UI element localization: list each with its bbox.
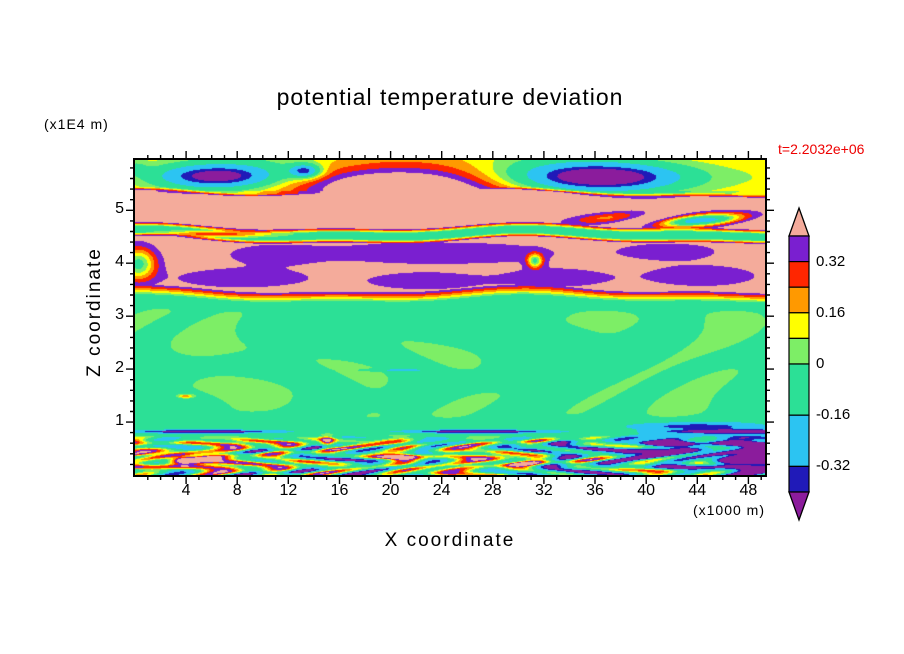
- y-tick-label: 4: [115, 253, 124, 271]
- y-tick-label: 3: [115, 306, 124, 324]
- colorbar-label: -0.16: [816, 406, 851, 424]
- x-tick-label: 28: [483, 482, 502, 499]
- colorbar-svg: [788, 206, 810, 522]
- colorbar-label: -0.32: [816, 457, 851, 475]
- y-tick-label: 5: [115, 200, 124, 218]
- colorbar-segment: [788, 337, 810, 365]
- chart-title: potential temperature deviation: [276, 84, 624, 110]
- timestamp: t=2.2032e+06: [778, 141, 865, 157]
- colorbar-segment: [788, 363, 810, 416]
- colorbar-label: 0.32: [816, 252, 846, 270]
- colorbar-label: 0.16: [816, 303, 846, 321]
- colorbar-segment: [788, 312, 810, 340]
- x-tick-label: 36: [586, 482, 604, 499]
- colorbar-arrow-top: [788, 206, 810, 237]
- x-axis-label: X coordinate: [384, 530, 516, 551]
- x-axis-unit: (x1000 m): [692, 502, 765, 518]
- colorbar-segment: [788, 260, 810, 288]
- y-tick-label: 1: [115, 412, 124, 430]
- colorbar: [784, 206, 816, 522]
- x-tick-label: 12: [279, 482, 298, 499]
- y-axis-unit: (x1E4 m): [44, 116, 109, 132]
- colorbar-segment: [788, 286, 810, 314]
- x-tick-label: 44: [688, 482, 707, 499]
- colorbar-label: 0: [816, 355, 825, 372]
- x-tick-label: 20: [381, 482, 400, 499]
- x-tick-label: 4: [181, 482, 191, 499]
- colorbar-segment: [788, 235, 810, 263]
- x-tick-label: 32: [535, 482, 553, 499]
- x-tick-label: 8: [232, 482, 242, 499]
- colorbar-arrow-bottom: [788, 491, 810, 522]
- y-tick-label: 2: [115, 359, 124, 377]
- x-tick-label: 48: [739, 482, 758, 499]
- x-tick-label: 40: [637, 482, 656, 499]
- colorbar-segment: [788, 414, 810, 467]
- x-tick-label: 24: [432, 482, 451, 499]
- colorbar-segment: [788, 465, 810, 493]
- heatmap-canvas: [135, 160, 765, 475]
- x-tick-label: 16: [330, 482, 349, 499]
